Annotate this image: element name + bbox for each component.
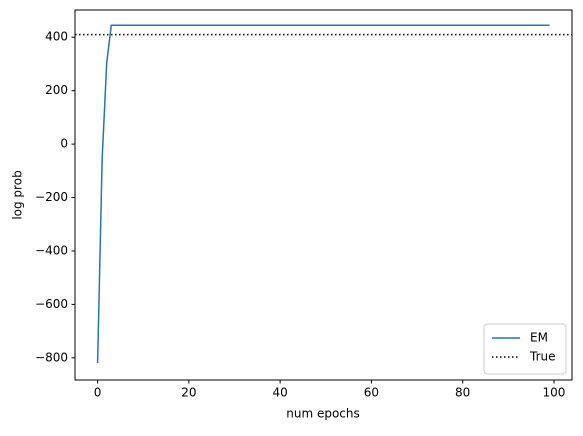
line-series bbox=[96, 24, 550, 364]
x-tick-label: 20 bbox=[181, 386, 196, 400]
y-tick-label: 200 bbox=[45, 83, 68, 97]
x-tick-label: 0 bbox=[94, 386, 102, 400]
plot-frame bbox=[74, 9, 573, 381]
y-tick-label: −200 bbox=[35, 190, 68, 204]
legend-box bbox=[483, 323, 567, 375]
y-tick-label: −400 bbox=[35, 243, 68, 257]
y-tick-label: −600 bbox=[35, 297, 68, 311]
x-axis-label: num epochs bbox=[286, 407, 360, 421]
x-tick-label: 100 bbox=[543, 386, 566, 400]
y-axis-label: log prob bbox=[11, 170, 25, 219]
y-tick-label: −800 bbox=[35, 350, 68, 364]
y-tick-label: 400 bbox=[45, 30, 68, 44]
x-tick-label: 80 bbox=[455, 386, 470, 400]
x-tick-label: 60 bbox=[364, 386, 379, 400]
legend-label: EM bbox=[530, 331, 548, 345]
x-tick-label: 40 bbox=[273, 386, 288, 400]
legend-label: True bbox=[529, 350, 556, 364]
y-tick-label: 0 bbox=[60, 137, 68, 151]
